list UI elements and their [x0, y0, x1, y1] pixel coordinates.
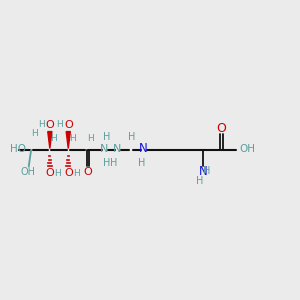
Text: O: O	[64, 168, 73, 178]
Text: H: H	[55, 169, 61, 178]
Text: OH: OH	[21, 167, 36, 177]
Text: H: H	[88, 134, 94, 142]
Text: H: H	[38, 120, 44, 129]
Polygon shape	[66, 132, 70, 148]
Text: H: H	[56, 120, 63, 129]
Text: O: O	[46, 120, 54, 130]
Text: O: O	[216, 122, 226, 135]
Text: H: H	[103, 158, 110, 168]
Text: H: H	[203, 167, 210, 176]
Text: H: H	[69, 134, 76, 142]
Text: H: H	[73, 169, 80, 178]
Text: O: O	[64, 120, 73, 130]
Text: N: N	[199, 165, 207, 178]
Text: H: H	[128, 132, 135, 142]
Text: H: H	[110, 158, 118, 168]
Text: O: O	[83, 167, 92, 177]
Text: O: O	[46, 168, 54, 178]
Text: N: N	[99, 144, 108, 154]
Text: N: N	[139, 142, 147, 155]
Text: HO: HO	[10, 144, 26, 154]
Text: H: H	[196, 176, 203, 186]
Text: H: H	[51, 134, 57, 142]
Text: N: N	[113, 144, 121, 154]
Text: H: H	[31, 129, 38, 138]
Text: OH: OH	[239, 144, 255, 154]
Text: H: H	[103, 132, 110, 142]
Polygon shape	[48, 132, 52, 148]
Text: H: H	[138, 158, 145, 168]
